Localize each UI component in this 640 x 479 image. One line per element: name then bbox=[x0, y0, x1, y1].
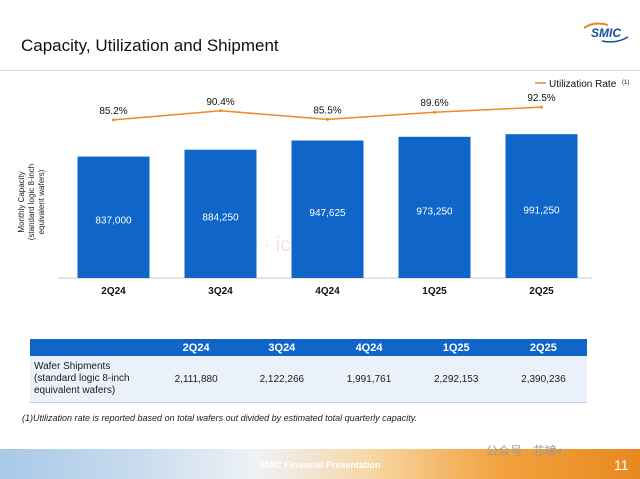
utilization-value-label: 85.2% bbox=[99, 106, 127, 117]
x-tick-label: 2Q25 bbox=[529, 286, 554, 297]
logo-swoosh bbox=[583, 22, 609, 29]
row-label-line: Wafer Shipments bbox=[34, 361, 111, 372]
table-cell: 2,111,880 bbox=[154, 356, 239, 403]
capacity-bar bbox=[505, 134, 578, 278]
table-header-cell: 2Q24 bbox=[154, 339, 239, 356]
row-label-line: equivalent wafers) bbox=[34, 385, 116, 396]
capacity-chart: Monthly Capacity (standard logic 8-inch eq… bbox=[17, 79, 629, 297]
y-axis-label-line: Monthly Capacity bbox=[17, 171, 26, 232]
bar-value-label: 947,625 bbox=[309, 208, 346, 219]
title-divider bbox=[0, 70, 640, 71]
utilization-value-label: 92.5% bbox=[527, 93, 555, 104]
x-tick-label: 1Q25 bbox=[422, 286, 447, 297]
table-row: Wafer Shipments (standard logic 8-inch e… bbox=[30, 356, 587, 403]
table-header-cell bbox=[30, 339, 154, 356]
bar-value-label: 973,250 bbox=[416, 206, 453, 217]
table-header-cell: 3Q24 bbox=[238, 339, 326, 356]
legend-superscript: (1) bbox=[622, 80, 629, 86]
utilization-value-label: 89.6% bbox=[420, 98, 448, 109]
utilization-point bbox=[433, 110, 436, 114]
y-axis-label-line: (standard logic 8-inch bbox=[27, 164, 36, 240]
table-header-cell: 2Q25 bbox=[499, 339, 587, 356]
utilization-value-label: 90.4% bbox=[206, 97, 234, 108]
row-label-line: (standard logic 8-inch bbox=[34, 373, 130, 384]
table-cell: 2,292,153 bbox=[412, 356, 500, 403]
page-number: 11 bbox=[614, 457, 629, 473]
table-cell: 1,991,761 bbox=[325, 356, 413, 403]
watermark-bottom: 公众号 · 芯榜+ bbox=[486, 444, 564, 458]
utilization-point bbox=[219, 109, 222, 113]
capacity-bar bbox=[77, 156, 150, 278]
logo-underswoosh bbox=[601, 36, 629, 43]
bar-value-label: 884,250 bbox=[202, 212, 239, 223]
utilization-value-label: 85.5% bbox=[313, 105, 341, 116]
row-label: Wafer Shipments (standard logic 8-inch e… bbox=[30, 356, 154, 403]
table-header-cell: 4Q24 bbox=[325, 339, 413, 356]
utilization-point bbox=[112, 118, 115, 122]
x-tick-label: 4Q24 bbox=[315, 286, 340, 297]
footer-title: SMIC Financial Presentation bbox=[259, 460, 381, 470]
legend-label: Utilization Rate bbox=[549, 79, 617, 90]
footer-bar bbox=[0, 449, 640, 479]
smic-logo: SMIC bbox=[583, 22, 629, 43]
capacity-bar bbox=[184, 149, 257, 278]
table-header-row: 2Q24 3Q24 4Q24 1Q25 2Q25 bbox=[30, 339, 587, 356]
x-tick-label: 3Q24 bbox=[208, 286, 233, 297]
utilization-point bbox=[326, 117, 329, 121]
bar-value-label: 991,250 bbox=[523, 205, 560, 216]
y-axis-label-line: equivalent wafers) bbox=[37, 169, 46, 234]
table-cell: 2,390,236 bbox=[499, 356, 587, 403]
x-tick-label: 2Q24 bbox=[101, 286, 126, 297]
utilization-point bbox=[540, 105, 543, 109]
page-title: Capacity, Utilization and Shipment bbox=[21, 36, 279, 55]
footnote: (1)Utilization rate is reported based on… bbox=[22, 413, 418, 423]
capacity-bar bbox=[398, 136, 471, 278]
bar-value-label: 837,000 bbox=[95, 215, 132, 226]
logo-text: SMIC bbox=[591, 26, 621, 40]
table-cell: 2,122,266 bbox=[238, 356, 326, 403]
table-header-cell: 1Q25 bbox=[412, 339, 500, 356]
shipment-table: 2Q24 3Q24 4Q24 1Q25 2Q25 Wafer Shipments… bbox=[30, 339, 587, 403]
capacity-bar bbox=[291, 140, 364, 278]
